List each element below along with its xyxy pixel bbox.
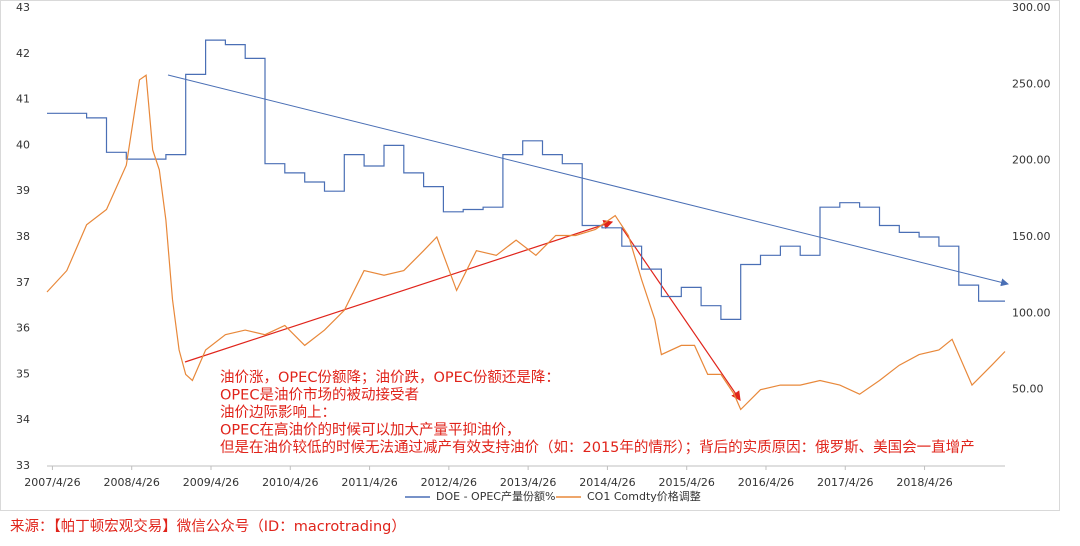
y2-tick-label: 250.00	[1012, 77, 1051, 90]
x-tick-label: 2012/4/26	[421, 476, 477, 489]
y2-tick-label: 50.00	[1012, 383, 1044, 396]
y2-tick-label: 150.00	[1012, 230, 1051, 243]
y-tick-label: 43	[16, 1, 30, 14]
y-tick-label: 33	[16, 459, 30, 472]
trend-arrow	[167, 74, 1009, 287]
x-tick-label: 2016/4/26	[738, 476, 794, 489]
y-tick-label: 35	[16, 367, 30, 380]
y-tick-label: 40	[16, 138, 30, 151]
y-tick-label: 41	[16, 93, 30, 106]
x-tick-label: 2014/4/26	[579, 476, 635, 489]
x-tick-label: 2011/4/26	[341, 476, 397, 489]
x-tick-label: 2015/4/26	[658, 476, 714, 489]
y2-tick-label: 300.00	[1012, 1, 1051, 14]
x-tick-label: 2010/4/26	[262, 476, 318, 489]
y-tick-label: 37	[16, 276, 30, 289]
legend-label: CO1 Comdty价格调整	[587, 489, 701, 503]
x-tick-label: 2007/4/26	[24, 476, 80, 489]
annotation: 但是在油价较低的时候无法通过减产有效支持油价（如：2015年的情形）；背后的实质…	[220, 438, 975, 456]
source: 来源：【帕丁顿宏观交易】微信公众号（ID：macrotrading）	[10, 517, 406, 535]
annotation: OPEC在高油价的时候可以加大产量平抑油价，	[220, 422, 520, 439]
y2-tick-label: 100.00	[1012, 306, 1051, 319]
y-tick-label: 39	[16, 184, 30, 197]
y-tick-label: 36	[16, 322, 30, 335]
x-tick-label: 2013/4/26	[500, 476, 556, 489]
rise-arrow	[184, 220, 614, 363]
y2-tick-label: 200.00	[1012, 154, 1051, 167]
y-tick-label: 42	[16, 47, 30, 60]
annotation: OPEC是油价市场的被动接受者	[220, 387, 419, 404]
series-line	[47, 39, 1005, 320]
annotation: 油价边际影响上：	[220, 404, 336, 421]
y-tick-label: 34	[16, 413, 30, 426]
legend-label: DOE - OPEC产量份额%	[436, 489, 555, 503]
x-tick-label: 2009/4/26	[183, 476, 239, 489]
x-tick-label: 2018/4/26	[896, 476, 952, 489]
series-line	[46, 74, 1006, 411]
x-tick-label: 2017/4/26	[817, 476, 873, 489]
x-tick-label: 2008/4/26	[104, 476, 160, 489]
annotation: 油价涨，OPEC份额降；油价跌，OPEC份额还是降：	[220, 369, 560, 386]
y-tick-label: 38	[16, 230, 30, 243]
chart-frame	[0, 0, 1060, 511]
fall-arrow	[621, 227, 741, 401]
